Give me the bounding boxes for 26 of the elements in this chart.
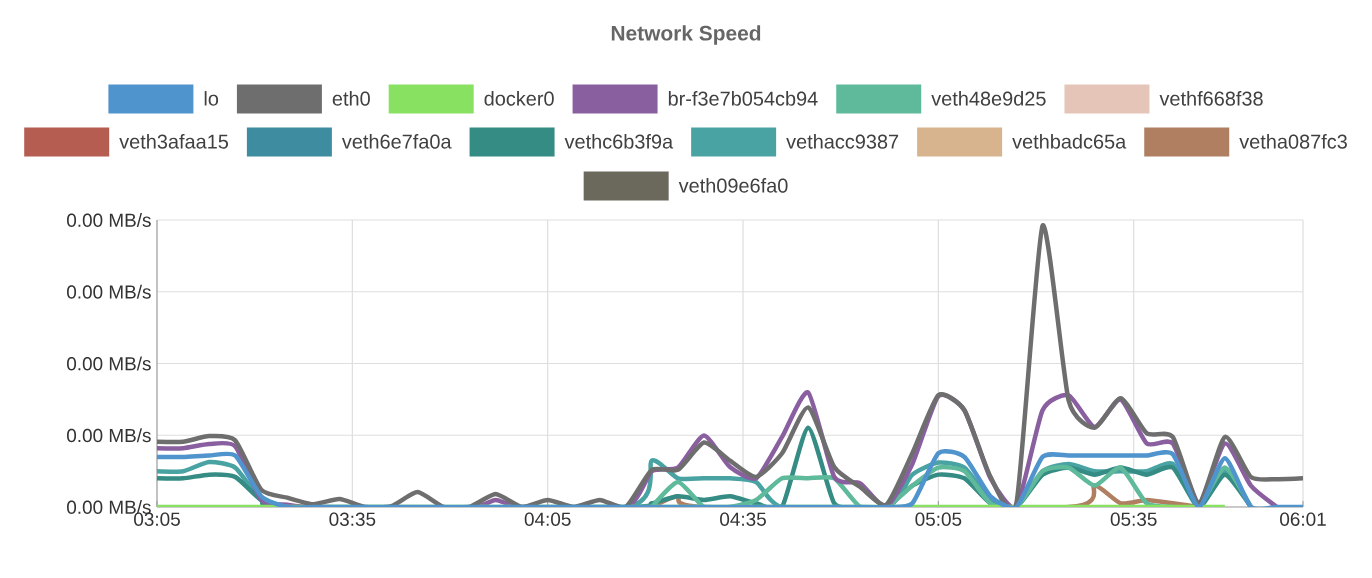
legend-label: docker0 [484,91,554,106]
legend-label: br-f3e7b054cb94 [668,91,818,106]
legend-label: vethbadc65a [1012,134,1127,149]
text: 0.00 MB/s [67,500,151,514]
chart-title: Network Speed [611,25,761,45]
text: 0.00 MB/s [67,428,151,443]
x-tick-label: 06:01 [1280,512,1326,526]
legend-label: vethacc9387 [786,134,899,149]
text: 0.00 MB/s [67,213,151,227]
legend-label: veth09e6fa0 [678,178,788,193]
legend-label: lo [204,91,219,106]
x-tick-label: 05:05 [915,512,962,526]
x-tick-label: 03:35 [329,512,376,526]
legend-label: vethf668f38 [1159,91,1263,106]
x-tick-label: 04:35 [720,512,766,526]
legend-label: vethc6b3f9a [564,134,674,149]
legend-label: veth6e7fa0a [341,134,452,149]
x-tick-label: 05:35 [1110,512,1157,526]
legend-label: veth3afaa15 [119,134,229,149]
text: 0.00 MB/s [67,356,151,371]
legend-label: vetha087fc3 [1239,134,1347,149]
legend-label: eth0 [332,91,370,106]
legend-label: veth48e9d25 [931,91,1046,106]
text: 0.00 MB/s [67,284,151,299]
x-tick-label: 04:05 [524,512,571,526]
x-tick-label: 03:05 [134,512,180,526]
